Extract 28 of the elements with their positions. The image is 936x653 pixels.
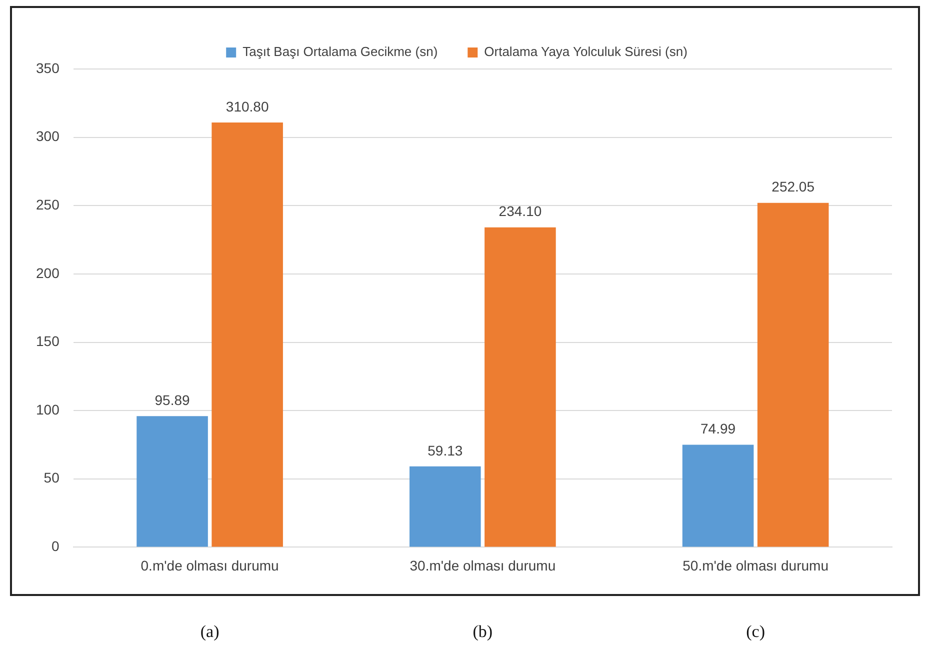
y-tick-label: 350 [36,60,60,76]
y-tick-label: 150 [36,333,60,350]
bar [757,202,829,547]
legend-label: Taşıt Başı Ortalama Gecikme (sn) [242,44,438,60]
bar [212,122,283,547]
y-tick-label: 0 [52,538,60,554]
data-label: 95.89 [154,392,190,408]
y-tick-label: 300 [36,128,60,144]
x-tick-label: 50.m'de olması durumu [682,557,828,574]
bar [484,227,556,547]
y-tick-label: 250 [36,196,60,212]
data-label: 310.80 [226,98,269,114]
x-tick-label: 0.m'de olması durumu [140,557,279,574]
data-label: 74.99 [700,420,736,437]
data-label: 234.10 [498,203,542,220]
x-tick-label: 30.m'de olması durumu [410,557,556,574]
text: (b) [472,622,493,642]
y-tick-label: 200 [36,264,60,281]
text: (c) [746,622,765,642]
bar [682,444,754,547]
y-tick-label: 100 [36,401,60,418]
data-label: 252.05 [772,178,815,195]
y-tick-label: 50 [44,470,60,486]
bar [136,416,208,547]
bar [410,466,481,547]
legend-label: Ortalama Yaya Yolculuk Süresi (sn) [484,44,688,60]
data-label: 59.13 [428,442,463,458]
text: (a) [200,622,220,642]
